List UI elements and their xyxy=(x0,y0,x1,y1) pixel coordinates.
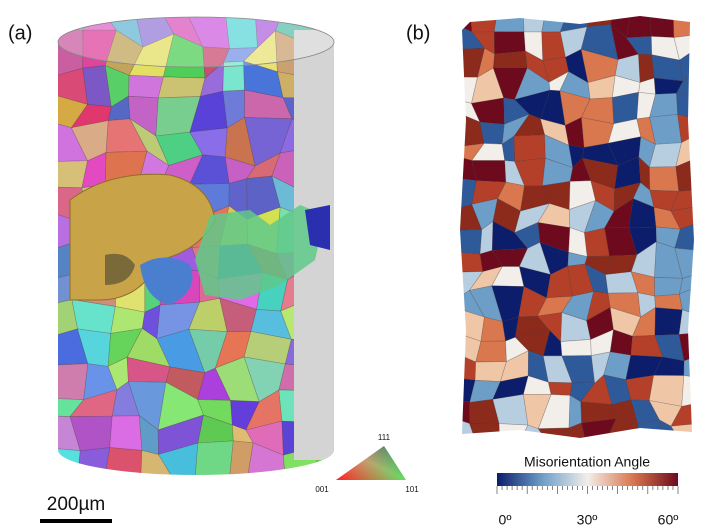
grain xyxy=(50,364,88,400)
grain xyxy=(470,10,498,32)
grain xyxy=(612,92,638,123)
grain xyxy=(110,416,142,451)
panel-label: (b) xyxy=(406,22,430,44)
grain xyxy=(655,294,683,310)
grain xyxy=(671,423,700,445)
grain xyxy=(77,448,109,480)
grain-map-b xyxy=(455,10,700,445)
ipf-label: 101 xyxy=(405,485,419,494)
colorbar-title: Misorientation Angle xyxy=(524,454,650,470)
grain xyxy=(654,277,682,296)
grain xyxy=(50,161,88,188)
grain xyxy=(158,77,205,98)
grain xyxy=(649,167,678,192)
grain xyxy=(499,424,528,445)
grain xyxy=(470,423,500,445)
grain xyxy=(455,252,483,272)
grain xyxy=(455,399,470,424)
grain xyxy=(548,382,572,395)
grain xyxy=(50,448,80,480)
grain xyxy=(455,230,482,254)
grain xyxy=(493,394,528,425)
colorbar xyxy=(497,473,678,486)
grain xyxy=(476,341,507,362)
ipf-label: 001 xyxy=(315,485,329,494)
grain xyxy=(480,122,504,144)
colorbar-ticks xyxy=(497,486,678,494)
grain xyxy=(638,420,663,445)
grain xyxy=(493,51,527,68)
grain xyxy=(195,441,233,480)
colorbar-tick-label: 0º xyxy=(499,512,512,528)
scale-bar-label: 200µm xyxy=(47,494,105,515)
grain xyxy=(494,32,525,54)
grain xyxy=(561,339,592,355)
grain xyxy=(678,114,700,142)
grain xyxy=(673,10,700,38)
grain xyxy=(472,161,506,183)
grain xyxy=(229,441,253,480)
grain xyxy=(626,10,651,38)
figure: (a) (b) 200µm 111 001 101 Misorientation… xyxy=(0,0,705,531)
grain xyxy=(538,428,569,445)
grain xyxy=(655,308,682,336)
colorbar-tick-label: 30º xyxy=(577,512,598,528)
grain xyxy=(514,135,545,162)
colorbar-tick-label: 60º xyxy=(658,512,679,528)
grain xyxy=(682,376,700,407)
ipf-label: 111 xyxy=(378,433,391,442)
grain xyxy=(50,10,83,30)
grain xyxy=(494,10,524,32)
grain xyxy=(128,75,163,98)
grain xyxy=(650,114,682,144)
grain xyxy=(679,310,700,335)
grain xyxy=(650,10,674,38)
grain xyxy=(626,375,654,400)
grain xyxy=(638,54,654,82)
ipf-key xyxy=(336,446,406,480)
grain xyxy=(105,448,142,480)
panel-label: (a) xyxy=(8,22,32,44)
